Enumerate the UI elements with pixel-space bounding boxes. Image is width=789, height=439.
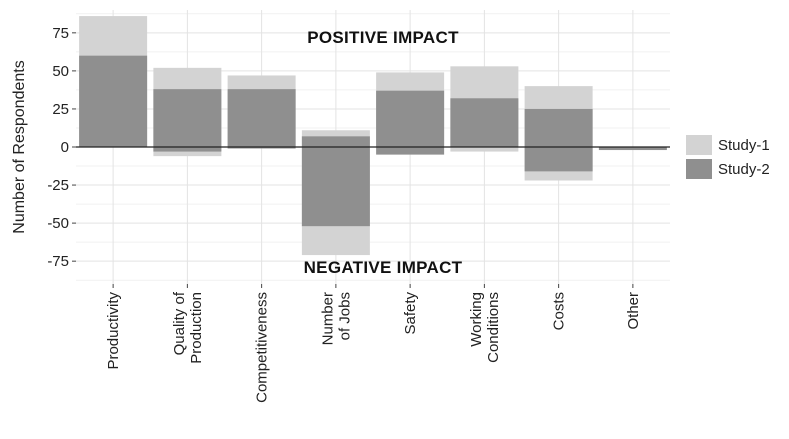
y-tick-label: -75 [47,253,69,270]
x-tick-label-group: Safety [402,292,419,335]
y-tick-label: 0 [61,139,69,156]
y-tick-label: 25 [52,101,69,118]
study-1-bar-negative [450,147,519,152]
x-tick-label-group: Other [625,292,642,330]
study-2-bar-negative [598,147,667,151]
x-tick-label: Number [319,292,336,345]
x-tick-label: Productivity [105,292,122,370]
y-tick-label: 50 [52,63,69,80]
positive-impact-label: POSITIVE IMPACT [307,28,459,47]
study-2-bar-negative [524,147,593,172]
legend-swatch-study-2 [686,159,712,179]
study-2-bar-positive [524,108,593,147]
x-tick-label-group: Costs [551,292,568,330]
x-tick-label: Costs [551,292,568,330]
bars [79,16,667,256]
x-tick-label-group: Quality of Production [171,291,205,364]
study-2-bar-positive [79,55,148,147]
study-2-bar-positive [153,89,222,147]
study-2-bar-positive [301,136,370,147]
study-2-bar-negative [227,147,296,149]
x-tick-label: Conditions [485,292,502,363]
study-2-bar-negative [301,147,370,227]
y-tick-label: -50 [47,215,69,232]
x-tick-label-group: Number of Jobs [319,292,353,345]
x-tick-label: Safety [402,292,419,335]
legend-label: Study-1 [718,137,770,154]
legend: Study-1 Study-2 [686,135,770,179]
y-tick-label: 75 [52,25,69,42]
x-tick-label: of Jobs [336,292,353,340]
x-tick-label-group: Productivity [105,292,122,370]
negative-impact-label: NEGATIVE IMPACT [304,258,463,277]
legend-swatch-study-1 [686,135,712,155]
x-tick-label: Production [188,292,205,364]
y-tick-label: -25 [47,177,69,194]
y-axis-label: Number of Respondents [11,60,28,233]
study-2-bar-positive [227,89,296,147]
x-tick-label: Competitiveness [254,292,271,403]
study-2-bar-positive [376,90,445,147]
study-2-bar-positive [450,98,519,147]
x-tick-label-group: Competitiveness [254,292,271,403]
x-tick-label: Working [468,292,485,347]
x-tick-label: Other [625,292,642,330]
study-2-bar-negative [153,147,222,152]
x-tick-label: Quality of [171,291,188,355]
axes: 75 50 25 0 -25 -50 -75 Number of Respondents Pro… [11,25,670,403]
annotations: POSITIVE IMPACT NEGATIVE IMPACT [304,28,463,277]
x-tick-label-group: Working Conditions [468,292,502,363]
legend-label: Study-2 [718,161,770,178]
study-2-bar-negative [376,147,445,155]
